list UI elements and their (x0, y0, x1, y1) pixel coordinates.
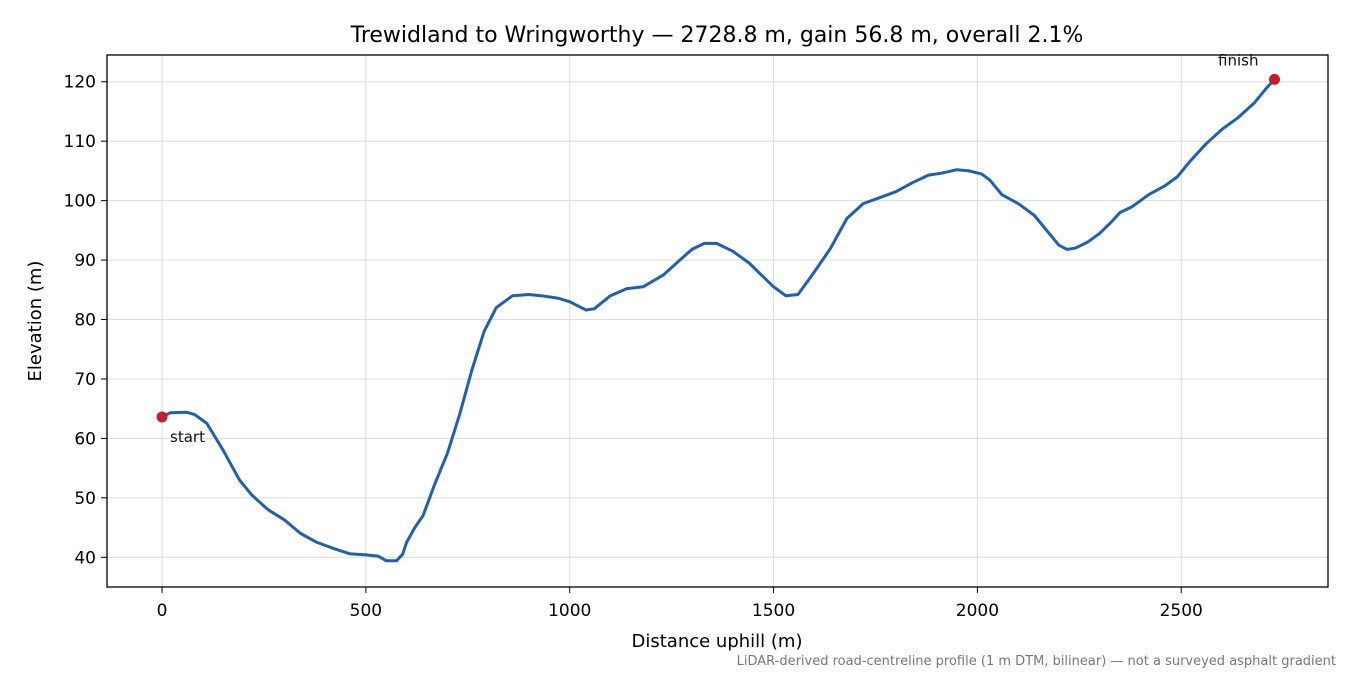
y-axis-label: Elevation (m) (25, 261, 46, 382)
y-tick-label: 120 (64, 73, 96, 93)
chart-title: Trewidland to Wringworthy — 2728.8 m, ga… (350, 23, 1084, 48)
y-tick-label: 50 (74, 489, 96, 509)
y-tick-label: 80 (74, 311, 96, 331)
finish-marker (1269, 73, 1281, 85)
x-tick-label: 2000 (956, 601, 999, 621)
y-tick-label: 40 (74, 548, 96, 568)
x-axis-label: Distance uphill (m) (632, 631, 803, 652)
x-tick-label: 2500 (1160, 601, 1203, 621)
y-tick-label: 90 (74, 251, 96, 271)
x-tick-label: 1000 (548, 601, 591, 621)
start-marker (156, 411, 168, 423)
y-tick-label: 60 (74, 429, 96, 449)
annotations: start finish (156, 51, 1281, 446)
y-tick-label: 100 (64, 192, 96, 212)
grid-lines (107, 55, 1328, 587)
x-tick-label: 1500 (752, 601, 795, 621)
x-tick-label: 0 (157, 601, 168, 621)
start-label: start (170, 428, 205, 446)
y-tick-label: 70 (74, 370, 96, 390)
finish-label: finish (1218, 51, 1258, 69)
data-source-caption: LiDAR-derived road-centreline profile (1… (737, 654, 1336, 669)
elevation-line (160, 77, 1276, 563)
y-axis-ticks: 40 50 60 70 80 90 100 110 120 (64, 73, 107, 568)
plot-frame (106, 54, 1329, 588)
y-tick-label: 110 (64, 132, 96, 152)
plot-series (160, 77, 1276, 563)
x-axis-ticks: 0 500 1000 1500 2000 2500 (157, 587, 1203, 621)
x-tick-label: 500 (350, 601, 382, 621)
